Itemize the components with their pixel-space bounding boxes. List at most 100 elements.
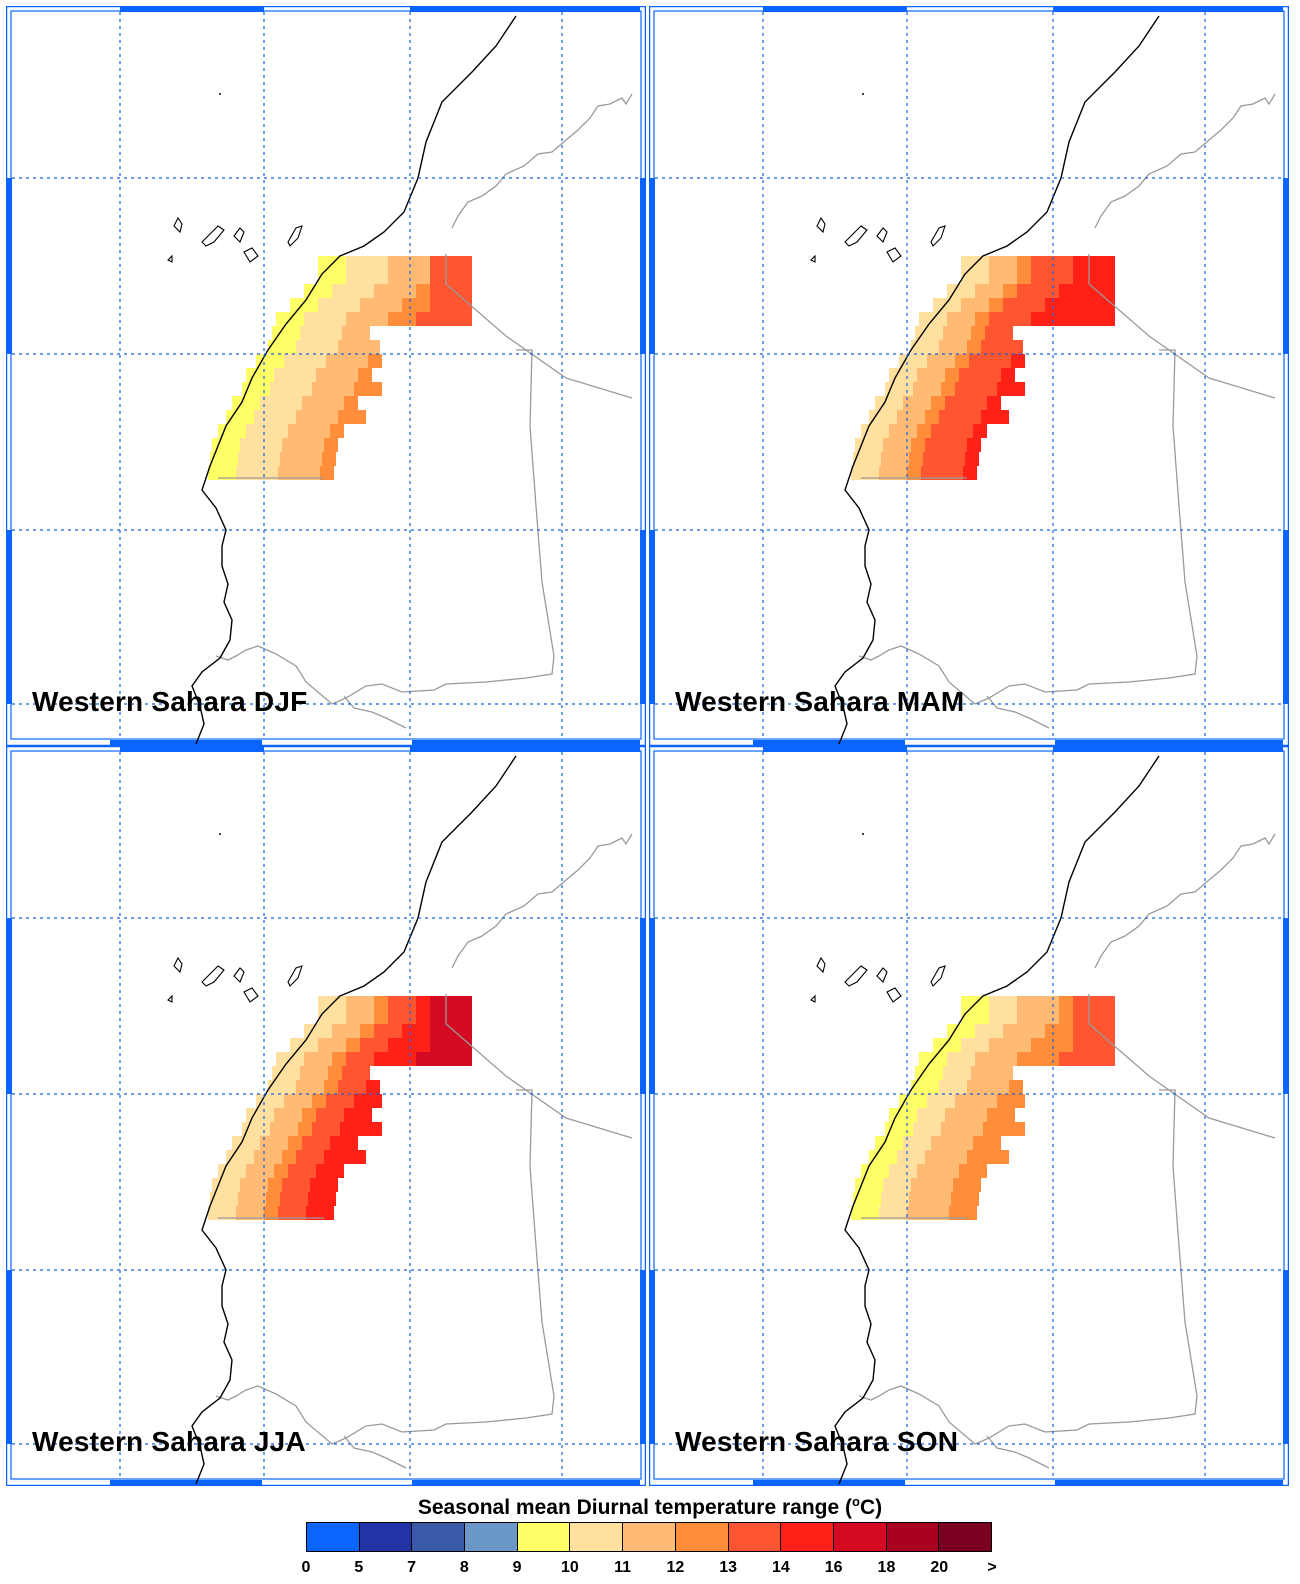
dtr-grid-cell (316, 424, 330, 438)
dtr-grid-cell (1101, 298, 1115, 312)
dtr-grid-cell (260, 368, 274, 382)
dtr-grid-cell (276, 312, 290, 326)
dtr-grid-cell (240, 438, 254, 452)
dtr-grid-cell (851, 466, 865, 480)
dtr-grid-cell (897, 1178, 911, 1192)
dtr-grid-cell (356, 1066, 370, 1080)
dtr-grid-cell (290, 298, 304, 312)
island (876, 227, 888, 243)
dtr-grid-cell (959, 1164, 973, 1178)
dtr-grid-cell (298, 1122, 312, 1136)
dtr-grid-cell (458, 312, 472, 326)
dtr-grid-cell (1045, 270, 1059, 284)
island (816, 956, 826, 974)
dtr-grid-cell (995, 410, 1009, 424)
dtr-grid-cell (374, 312, 388, 326)
dtr-grid-cell (1017, 298, 1031, 312)
dtr-grid-cell (374, 1024, 388, 1038)
frame-tick (120, 746, 264, 752)
dtr-grid-cell (955, 382, 969, 396)
dtr-grid-cell (236, 1206, 250, 1220)
dtr-grid-cell (366, 1080, 380, 1094)
dtr-grid-cell (354, 1122, 368, 1136)
colorbar-swatch (886, 1523, 940, 1551)
dtr-grid-cell (1003, 256, 1017, 270)
dtr-grid-cell (945, 424, 959, 438)
dtr-grid-cell (268, 1080, 282, 1094)
dtr-grid-cell (921, 466, 935, 480)
island (930, 225, 946, 247)
dtr-grid-cell (332, 1052, 346, 1066)
colorbar-swatch (412, 1523, 466, 1551)
dtr-grid-cell (959, 1108, 973, 1122)
dtr-grid-cell (444, 284, 458, 298)
map-panel-djf: Western Sahara DJF (6, 6, 646, 746)
dtr-grid-cell (322, 1192, 336, 1206)
dtr-grid-cell (947, 298, 961, 312)
dtr-grid-cell (997, 1094, 1011, 1108)
dtr-grid-cell (961, 996, 975, 1010)
colorbar-tick-label: 18 (877, 1559, 896, 1576)
island (810, 254, 816, 263)
dtr-grid-cell (316, 1164, 330, 1178)
dtr-grid-cell (911, 1178, 925, 1192)
dtr-grid-cell (346, 1038, 360, 1052)
dtr-grid-cell (931, 1108, 945, 1122)
dtr-grid-cell (252, 1192, 266, 1206)
dtr-grid-cell (282, 410, 296, 424)
coastline (834, 755, 1160, 1485)
frame-tick (6, 918, 12, 1094)
dtr-grid-cell (1045, 298, 1059, 312)
island (816, 216, 826, 234)
frame-tick (120, 6, 264, 12)
dtr-grid-cell (298, 354, 312, 368)
dtr-grid-cell (288, 396, 302, 410)
dtr-grid-cell (224, 1192, 238, 1206)
dtr-grid-cell (953, 1150, 967, 1164)
country-border (1088, 994, 1276, 1139)
dtr-grid-cell (346, 256, 360, 270)
dtr-grid-cell (997, 382, 1011, 396)
dtr-grid-cell (861, 424, 875, 438)
dtr-grid-cell (997, 354, 1011, 368)
dtr-grid-cell (867, 452, 881, 466)
dtr-grid-cell (402, 1052, 416, 1066)
dtr-grid-cell (1031, 1038, 1045, 1052)
dtr-grid-cell (967, 340, 981, 354)
dtr-grid-cell (1031, 1024, 1045, 1038)
dtr-grid-cell (288, 1164, 302, 1178)
dtr-grid-cell (913, 354, 927, 368)
dtr-grid-cell (332, 284, 346, 298)
map-canvas (649, 746, 1289, 1486)
dtr-grid-cell (935, 1206, 949, 1220)
dtr-grid-cell (883, 410, 897, 424)
dtr-grid-cell (338, 410, 352, 424)
island (287, 965, 303, 987)
country-border (215, 1089, 555, 1445)
island (173, 956, 183, 974)
dtr-grid-cell (318, 312, 332, 326)
dtr-grid-cell (931, 396, 945, 410)
dtr-grid-cell (416, 298, 430, 312)
dtr-grid-cell (941, 382, 955, 396)
dtr-grid-cell (324, 438, 338, 452)
dtr-grid-cell (989, 996, 1003, 1010)
island (243, 247, 259, 263)
dtr-grid-cell (933, 298, 947, 312)
dtr-grid-cell (909, 1192, 923, 1206)
dtr-grid-cell (1003, 1052, 1017, 1066)
dtr-grid-cell (332, 312, 346, 326)
dtr-grid-cell (967, 410, 981, 424)
island (287, 225, 303, 247)
dtr-grid-cell (246, 424, 260, 438)
dtr-grid-cell (929, 326, 943, 340)
dtr-grid-cell (430, 1052, 444, 1066)
dtr-grid-cell (246, 396, 260, 410)
dtr-grid-cell (318, 284, 332, 298)
dtr-grid-cell (969, 354, 983, 368)
dtr-grid-cell (326, 1122, 340, 1136)
dtr-grid-cell (332, 996, 346, 1010)
country-border (451, 833, 633, 969)
dtr-grid-cell (388, 270, 402, 284)
dtr-grid-cell (995, 1080, 1009, 1094)
